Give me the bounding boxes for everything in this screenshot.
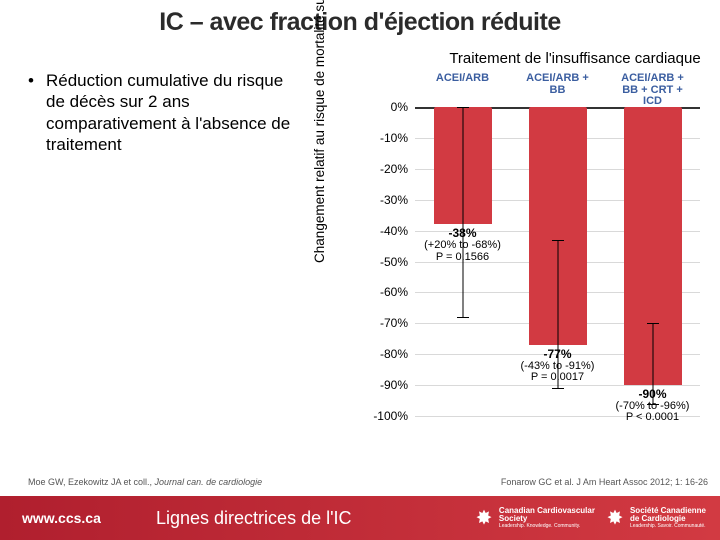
y-tick-label: -10% <box>358 131 408 145</box>
category-label: ACEI/ARB <box>423 73 503 85</box>
footer-url[interactable]: www.ccs.ca <box>0 510 150 526</box>
y-tick-label: 0% <box>358 100 408 114</box>
error-cap <box>552 388 564 389</box>
error-cap <box>552 240 564 241</box>
logo-fr-tagline: Leadership. Savoir. Communauté. <box>630 523 706 529</box>
citation-left-text: Moe GW, Ezekowitz JA et coll., <box>28 477 155 487</box>
error-cap <box>457 107 469 108</box>
bar-value-label: -38%(+20% to -68%)P = 0.1566 <box>418 227 508 263</box>
y-tick-label: -40% <box>358 224 408 238</box>
y-tick-label: -50% <box>358 255 408 269</box>
logo-ccs-en: Canadian Cardiovascular Society Leadersh… <box>474 507 595 529</box>
footer-logos: Canadian Cardiovascular Society Leadersh… <box>474 507 720 529</box>
y-tick-label: -90% <box>358 378 408 392</box>
y-tick-label: -100% <box>358 409 408 423</box>
slide: IC – avec fraction d'éjection réduite • … <box>0 0 720 540</box>
y-tick-label: -80% <box>358 347 408 361</box>
logo-en-tagline: Leadership. Knowledge. Community. <box>499 523 580 529</box>
bar-chart: 0% -10% -20% -30% -40% -50% -60% -70% -80% -90% -1… <box>360 85 705 465</box>
error-bar <box>462 107 463 317</box>
logo-text-en: Canadian Cardiovascular Society Leadersh… <box>499 507 595 529</box>
y-tick-label: -30% <box>358 193 408 207</box>
y-tick-label: -20% <box>358 162 408 176</box>
maple-leaf-icon <box>605 508 625 528</box>
y-tick-label: -60% <box>358 285 408 299</box>
category-label: ACEI/ARB + BB + CRT + ICD <box>613 73 693 108</box>
y-tick-label: -70% <box>358 316 408 330</box>
bullet-item: • Réduction cumulative du risque de décè… <box>28 70 293 155</box>
error-cap <box>457 317 469 318</box>
category-label: ACEI/ARB + BB <box>518 73 598 96</box>
plot-area: 0%-10%-20%-30%-40%-50%-60%-70%-80%-90%-1… <box>415 107 700 447</box>
footer-title: Lignes directrices de l'IC <box>150 508 474 529</box>
error-cap <box>647 323 659 324</box>
y-axis-label: Changement relatif au risque de mortalit… <box>312 0 327 280</box>
footer-bar: www.ccs.ca Lignes directrices de l'IC Ca… <box>0 496 720 540</box>
citation-right: Fonarow GC et al. J Am Heart Assoc 2012;… <box>501 477 708 487</box>
page-title: IC – avec fraction d'éjection réduite <box>0 8 720 37</box>
logo-text-fr: Société Canadienne de Cardiologie Leader… <box>630 507 706 529</box>
maple-leaf-icon <box>474 508 494 528</box>
citation-left-journal: Journal can. de cardiologie <box>155 477 263 487</box>
bullet-text: Réduction cumulative du risque de décès … <box>46 70 293 155</box>
logo-ccs-fr: Société Canadienne de Cardiologie Leader… <box>605 507 706 529</box>
chart-title: Traitement de l'insuffisance cardiaque <box>445 50 705 68</box>
bullet-marker: • <box>28 70 46 155</box>
bar-value-label: -90%(-70% to -96%)P < 0.0001 <box>608 388 698 424</box>
bullet-list: • Réduction cumulative du risque de décè… <box>28 70 293 155</box>
bar-value-label: -77%(-43% to -91%)P = 0.0017 <box>513 348 603 384</box>
citation-left: Moe GW, Ezekowitz JA et coll., Journal c… <box>28 477 262 487</box>
